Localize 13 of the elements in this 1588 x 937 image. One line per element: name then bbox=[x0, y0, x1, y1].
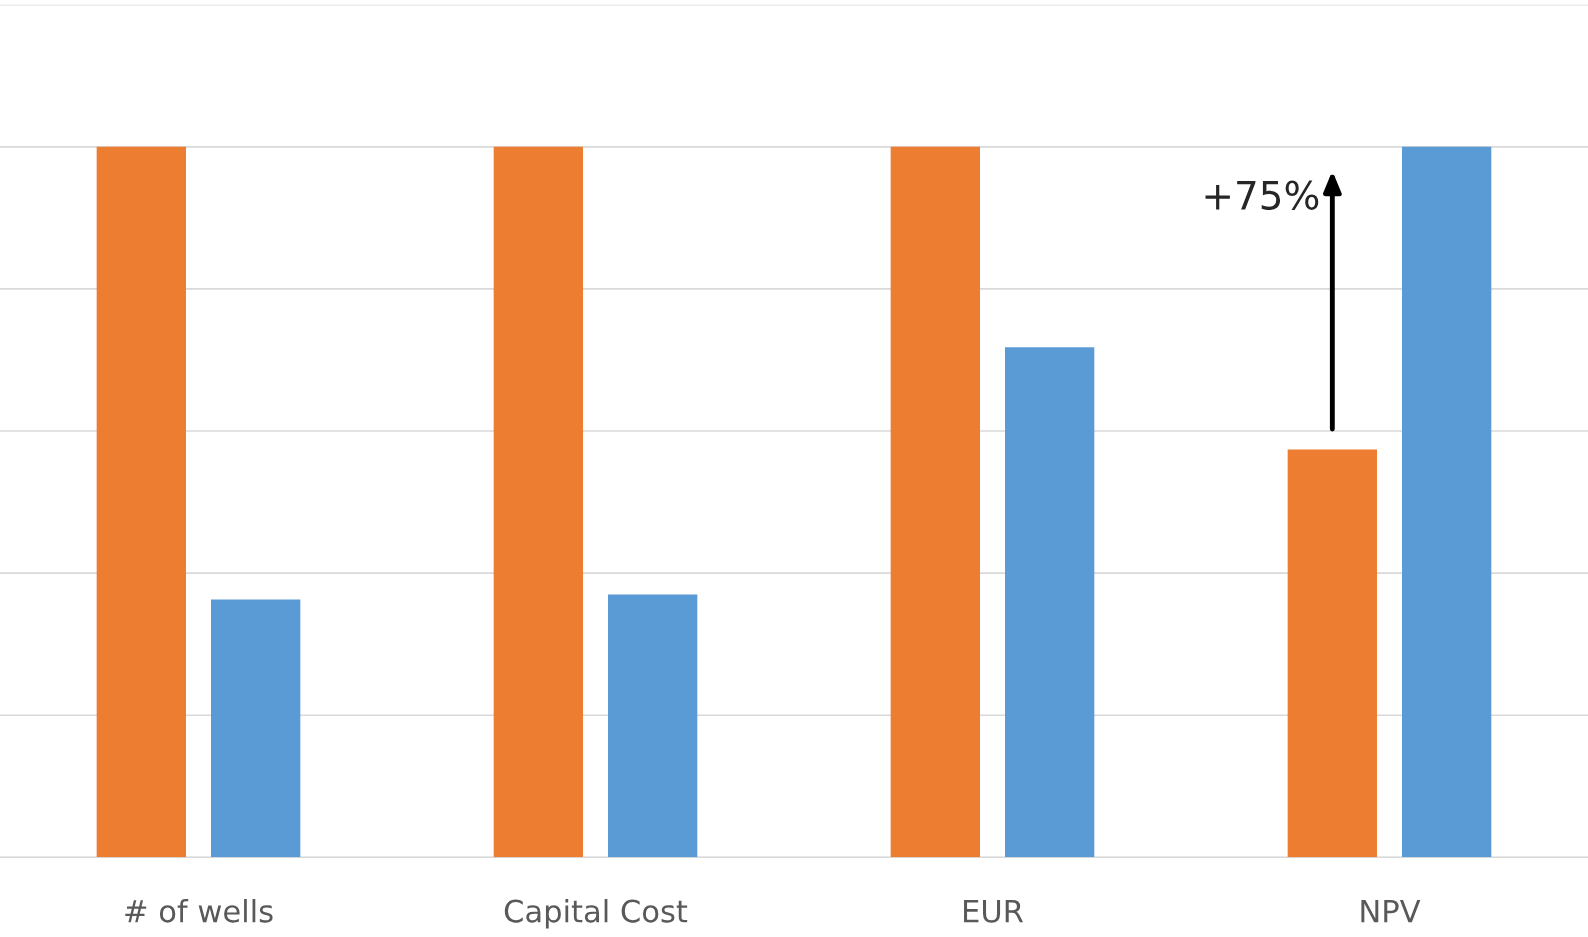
bar bbox=[890, 146, 980, 858]
bar bbox=[493, 146, 583, 858]
bar bbox=[1287, 449, 1377, 858]
x-tick-label: EUR bbox=[964, 899, 1024, 923]
bar bbox=[1005, 347, 1095, 858]
x-tick-label: # of wells bbox=[125, 899, 273, 923]
annotation: +75% bbox=[1205, 180, 1319, 210]
bar bbox=[608, 594, 698, 858]
bar bbox=[211, 599, 301, 858]
x-tick-label: Capital Cost bbox=[504, 899, 688, 929]
bar bbox=[96, 146, 186, 858]
bar bbox=[1402, 146, 1492, 858]
x-tick-label: NPV bbox=[1361, 899, 1421, 923]
